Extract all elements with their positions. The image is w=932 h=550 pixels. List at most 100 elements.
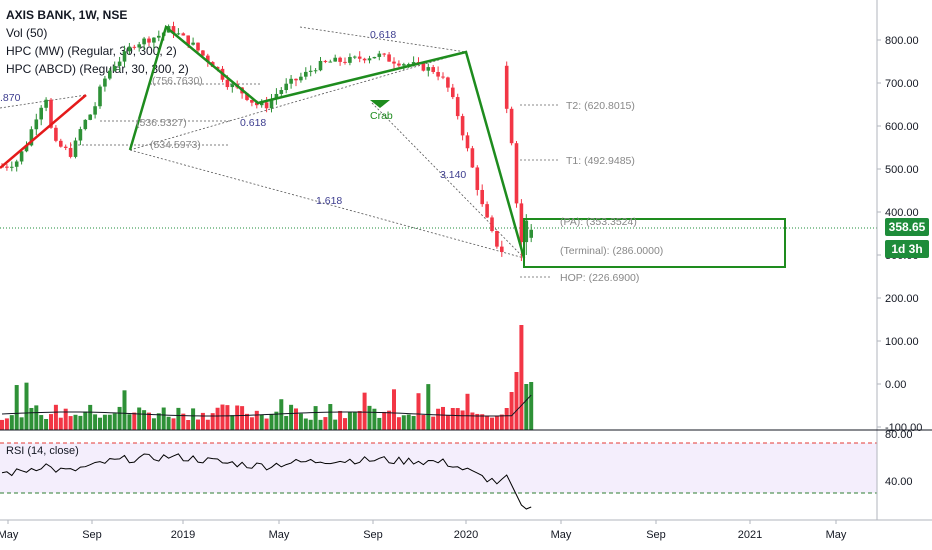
candle-body (343, 61, 347, 63)
time-tick-label: Sep (82, 529, 102, 541)
volume-bar (264, 418, 269, 430)
candle-body (421, 62, 426, 71)
volume-bar (102, 414, 107, 430)
volume-bar (298, 413, 303, 430)
pattern-dotted-line (129, 51, 467, 151)
volume-bar (122, 390, 127, 430)
candle-body (39, 107, 43, 120)
volume-bar (259, 414, 264, 430)
candle-body (230, 84, 235, 88)
candle-body (24, 145, 29, 152)
annotation-terminal: (Terminal): (286.0000) (560, 245, 663, 257)
volume-bar (166, 416, 171, 430)
candle-body (68, 147, 73, 157)
time-tick-label: May (551, 529, 572, 541)
candle-body (495, 230, 499, 247)
candle-body (446, 77, 450, 88)
annotation-r1618: 1.618 (316, 195, 342, 207)
volume-bar (284, 416, 289, 430)
time-tick-label: 2021 (738, 529, 762, 541)
candle-body (480, 189, 484, 205)
volume-bar (93, 414, 98, 430)
volume-bar (387, 410, 392, 430)
volume-average-line (1, 394, 532, 417)
rsi-label: RSI (14, close) (6, 445, 79, 457)
candle-body (333, 57, 337, 62)
volume-bar (279, 399, 284, 430)
candle-body (206, 55, 210, 63)
annotation-t2: T2: (620.8015) (566, 100, 635, 112)
volume-bar (210, 413, 215, 430)
candle-body (63, 146, 68, 148)
volume-bar (382, 411, 387, 430)
candle-body (269, 99, 274, 109)
candle-body (59, 140, 63, 147)
candle-body (88, 114, 92, 120)
candle-body (402, 64, 406, 66)
volume-bar (9, 415, 14, 430)
volume-bar (313, 406, 318, 430)
candle-body (54, 127, 58, 141)
candle-body (250, 99, 254, 103)
candle-body (377, 53, 382, 57)
candle-body (137, 44, 141, 48)
candle-body (274, 93, 279, 100)
candle-body (475, 167, 480, 190)
candle-body (78, 129, 83, 141)
volume-bar (269, 413, 274, 430)
volume-bar (132, 412, 137, 430)
candle-body (367, 58, 372, 61)
volume-bar (406, 414, 411, 430)
volume-bar (220, 404, 225, 430)
volume-indicator-label[interactable]: Vol (50) (6, 26, 48, 40)
volume-bar (200, 412, 205, 430)
annotation-r0618a: 0.618 (370, 29, 396, 41)
candle-body (308, 70, 313, 72)
rsi-tick-label: 40.00 (885, 476, 913, 488)
volume-bar (289, 404, 294, 430)
candle-body (19, 151, 24, 162)
candle-body (117, 61, 122, 66)
candle-body (485, 204, 489, 218)
volume-bar (504, 408, 509, 430)
volume-bar (465, 393, 470, 430)
hpc-abcd-indicator-label[interactable]: HPC (ABCD) (Regular, 30, 300, 2) (6, 62, 189, 76)
candle-body (411, 62, 416, 65)
price-tick-label: -100.00 (885, 422, 922, 434)
volume-bar (450, 407, 455, 430)
volume-bar (127, 414, 132, 430)
volume-bar (485, 416, 490, 430)
volume-bar (416, 393, 421, 430)
volume-bar (240, 406, 245, 430)
volume-bar (196, 419, 200, 430)
volume-bar (112, 413, 117, 430)
candle-body (353, 56, 357, 58)
volume-bar (63, 408, 68, 430)
candle-body (465, 135, 470, 149)
time-tick-label: 2019 (171, 529, 195, 541)
candle-body (10, 166, 14, 168)
volume-bar (426, 384, 431, 430)
candle-body (451, 87, 455, 98)
candle-body (127, 46, 132, 52)
annotation-r0618b: 0.618 (240, 117, 266, 129)
rsi-pane: RSI (14, close) (0, 442, 877, 510)
candle-body (171, 26, 176, 34)
volume-bar (470, 412, 475, 430)
price-tick-label: 100.00 (885, 336, 919, 348)
volume-bar (245, 413, 249, 430)
volume-bar (225, 405, 230, 430)
symbol-title[interactable]: AXIS BANK, 1W, NSE (6, 8, 128, 22)
candle-body (460, 116, 465, 136)
candle-body (323, 60, 328, 62)
volume-bar (509, 392, 514, 430)
volume-bar (318, 419, 323, 430)
volume-bar (215, 407, 220, 430)
candle-body (455, 97, 460, 117)
candle-body (431, 67, 435, 72)
candle-body (264, 102, 269, 109)
volume-bar (24, 382, 29, 430)
pattern-dotted-line (129, 149, 525, 259)
